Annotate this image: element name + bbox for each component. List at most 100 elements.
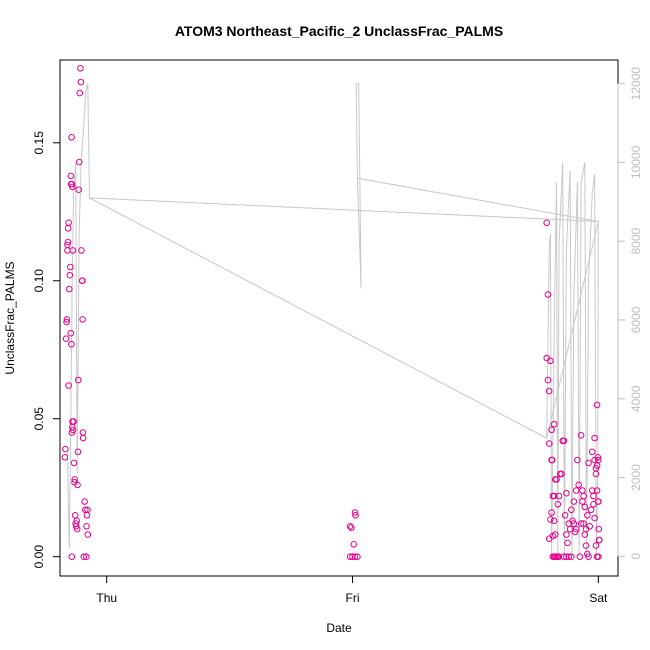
data-point (570, 520, 578, 527)
data-point (74, 448, 82, 456)
data-point (67, 263, 74, 271)
data-point (566, 525, 574, 533)
data-point (594, 498, 602, 505)
data-point (595, 536, 603, 544)
data-point (563, 489, 570, 497)
data-point (73, 517, 80, 525)
data-point (543, 219, 551, 227)
data-point (75, 158, 83, 166)
data-point (572, 525, 580, 533)
data-point (591, 514, 598, 522)
data-point (352, 512, 359, 519)
data-point (591, 434, 598, 442)
data-point (73, 525, 81, 533)
data-point (350, 541, 358, 548)
line-series (66, 83, 599, 557)
data-point (592, 465, 600, 472)
y2-tick-label: 6000 (629, 306, 643, 333)
data-point (67, 172, 75, 180)
data-point (62, 445, 69, 453)
y-axis-right: 0 2000 4000 6000 8000 10000 12000 (617, 67, 643, 560)
data-point (66, 271, 74, 279)
data-point (79, 434, 87, 442)
data-point (561, 512, 569, 519)
data-point (63, 318, 70, 326)
data-point (66, 285, 73, 293)
data-point (580, 520, 587, 527)
data-point (69, 183, 76, 191)
data-point (550, 517, 558, 525)
data-point (70, 459, 78, 467)
data-point (548, 426, 555, 434)
data-point (77, 65, 84, 72)
point-series (61, 65, 603, 561)
data-point (346, 553, 354, 561)
data-point (68, 553, 76, 561)
data-point (550, 420, 558, 428)
data-point (560, 437, 568, 445)
data-point (582, 525, 590, 533)
data-point (79, 277, 86, 285)
data-point (554, 501, 562, 508)
data-point (548, 456, 556, 464)
data-point (84, 531, 92, 538)
data-point (584, 512, 591, 519)
data-point (77, 78, 85, 86)
data-point (81, 498, 88, 505)
data-point (74, 481, 81, 489)
data-point (590, 492, 597, 500)
data-point (61, 454, 69, 461)
data-point (79, 316, 86, 323)
data-point (67, 329, 75, 337)
data-point (585, 459, 592, 467)
data-point (76, 89, 83, 97)
data-point (62, 335, 70, 343)
data-point (83, 553, 90, 561)
y2-tick-label: 2000 (629, 464, 643, 491)
data-point (75, 186, 82, 193)
y2-tick-label: 8000 (629, 228, 643, 255)
data-point (547, 516, 554, 523)
y2-tick-label: 0 (629, 553, 643, 560)
data-point (68, 180, 76, 188)
data-point (78, 247, 85, 254)
data-point (572, 487, 580, 494)
data-point (594, 454, 602, 461)
y-tick-label: 0.00 (32, 545, 46, 569)
x-axis: Thu Fri Sat (96, 575, 608, 605)
data-point (558, 470, 565, 478)
data-point (593, 401, 601, 409)
data-point (346, 523, 354, 530)
data-point (80, 553, 88, 561)
data-point (552, 531, 559, 538)
data-point (579, 487, 586, 494)
y2-tick-label: 4000 (629, 385, 643, 412)
data-point (577, 520, 585, 527)
data-point (595, 456, 602, 464)
data-point (582, 542, 590, 549)
data-point (68, 340, 75, 348)
x-tick-label: Thu (96, 591, 117, 605)
data-point (595, 525, 603, 533)
data-point (564, 539, 571, 547)
data-point (555, 553, 563, 561)
data-point (563, 531, 570, 538)
data-point (64, 241, 71, 249)
data-point (545, 440, 553, 447)
data-point (84, 506, 91, 514)
data-point (568, 506, 575, 514)
data-point (547, 357, 554, 365)
y-axis-label: UnclassFrac_PALMS (3, 261, 17, 374)
data-point (69, 247, 77, 254)
data-point (568, 553, 575, 561)
data-point (545, 387, 553, 395)
data-point (74, 376, 82, 384)
data-point (64, 238, 72, 246)
y-tick-label: 0.05 (32, 407, 46, 431)
data-point (71, 476, 78, 483)
data-point (351, 509, 359, 516)
data-point (553, 476, 560, 483)
data-point (581, 503, 589, 511)
data-point (65, 219, 72, 227)
